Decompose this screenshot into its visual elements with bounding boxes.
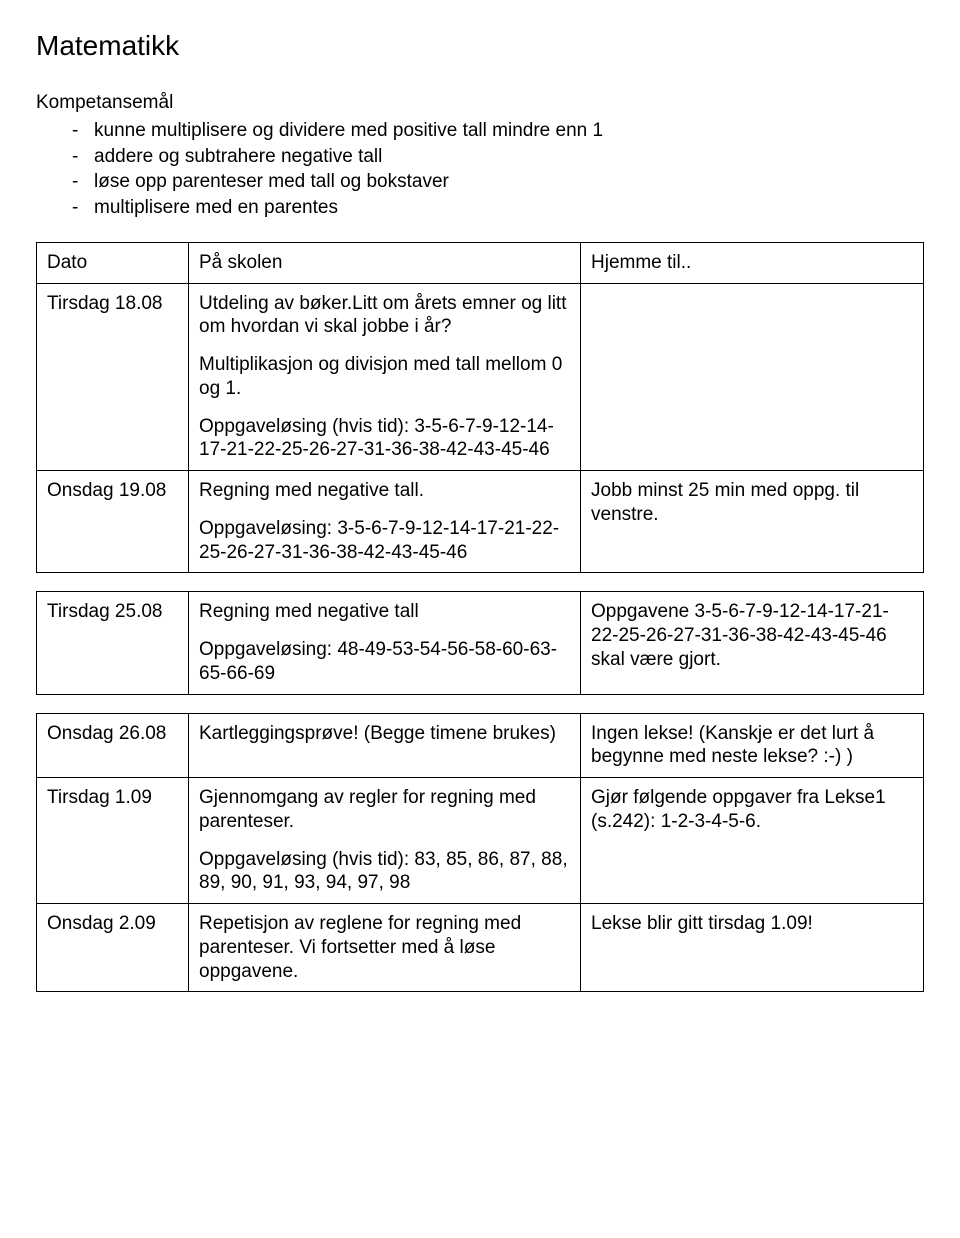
- table-row: Tirsdag 18.08 Utdeling av bøker.Litt om …: [37, 283, 924, 471]
- cell-date: Onsdag 19.08: [37, 471, 189, 573]
- cell-text: Oppgaveløsing: 3-5-6-7-9-12-14-17-21-22-…: [199, 517, 570, 565]
- cell-date: Onsdag 26.08: [37, 713, 189, 778]
- list-item: addere og subtrahere negative tall: [36, 145, 924, 169]
- cell-home: Ingen lekse! (Kanskje er det lurt å begy…: [581, 713, 924, 778]
- cell-home: Jobb minst 25 min med oppg. til venstre.: [581, 471, 924, 573]
- cell-text: Regning med negative tall: [199, 600, 570, 624]
- cell-school: Regning med negative tall. Oppgaveløsing…: [189, 471, 581, 573]
- cell-text: Oppgaveløsing (hvis tid): 3-5-6-7-9-12-1…: [199, 415, 570, 463]
- cell-home: Lekse blir gitt tirsdag 1.09!: [581, 904, 924, 992]
- cell-home: [581, 283, 924, 471]
- goals-label: Kompetansemål: [36, 91, 924, 115]
- cell-school: Gjennomgang av regler for regning med pa…: [189, 778, 581, 904]
- list-item: multiplisere med en parentes: [36, 196, 924, 220]
- cell-text: Oppgaveløsing: 48-49-53-54-56-58-60-63-6…: [199, 638, 570, 686]
- cell-text: Regning med negative tall.: [199, 479, 570, 503]
- cell-school: Kartleggingsprøve! (Begge timene brukes): [189, 713, 581, 778]
- table-row: Onsdag 26.08 Kartleggingsprøve! (Begge t…: [37, 713, 924, 778]
- cell-date: Tirsdag 25.08: [37, 592, 189, 694]
- cell-home: Oppgavene 3-5-6-7-9-12-14-17-21-22-25-26…: [581, 592, 924, 694]
- list-item: løse opp parenteser med tall og bokstave…: [36, 170, 924, 194]
- cell-date: Tirsdag 1.09: [37, 778, 189, 904]
- header-home: Hjemme til..: [581, 242, 924, 283]
- list-item: kunne multiplisere og dividere med posit…: [36, 119, 924, 143]
- cell-date: Tirsdag 18.08: [37, 283, 189, 471]
- table-row: Tirsdag 1.09 Gjennomgang av regler for r…: [37, 778, 924, 904]
- cell-text: Oppgaveløsing (hvis tid): 83, 85, 86, 87…: [199, 848, 570, 896]
- cell-school: Regning med negative tall Oppgaveløsing:…: [189, 592, 581, 694]
- header-date: Dato: [37, 242, 189, 283]
- schedule-table-2: Tirsdag 25.08 Regning med negative tall …: [36, 591, 924, 694]
- cell-home: Gjør følgende oppgaver fra Lekse1 (s.242…: [581, 778, 924, 904]
- table-row: Tirsdag 25.08 Regning med negative tall …: [37, 592, 924, 694]
- cell-text: Gjennomgang av regler for regning med pa…: [199, 786, 570, 834]
- header-school: På skolen: [189, 242, 581, 283]
- schedule-table-1: Dato På skolen Hjemme til.. Tirsdag 18.0…: [36, 242, 924, 574]
- cell-school: Utdeling av bøker.Litt om årets emner og…: [189, 283, 581, 471]
- table-row: Onsdag 2.09 Repetisjon av reglene for re…: [37, 904, 924, 992]
- cell-date: Onsdag 2.09: [37, 904, 189, 992]
- table-row: Onsdag 19.08 Regning med negative tall. …: [37, 471, 924, 573]
- page-title: Matematikk: [36, 28, 924, 63]
- table-row: Dato På skolen Hjemme til..: [37, 242, 924, 283]
- cell-school: Repetisjon av reglene for regning med pa…: [189, 904, 581, 992]
- goals-list: kunne multiplisere og dividere med posit…: [36, 119, 924, 220]
- schedule-table-3: Onsdag 26.08 Kartleggingsprøve! (Begge t…: [36, 713, 924, 993]
- cell-text: Utdeling av bøker.Litt om årets emner og…: [199, 292, 570, 340]
- cell-text: Multiplikasjon og divisjon med tall mell…: [199, 353, 570, 401]
